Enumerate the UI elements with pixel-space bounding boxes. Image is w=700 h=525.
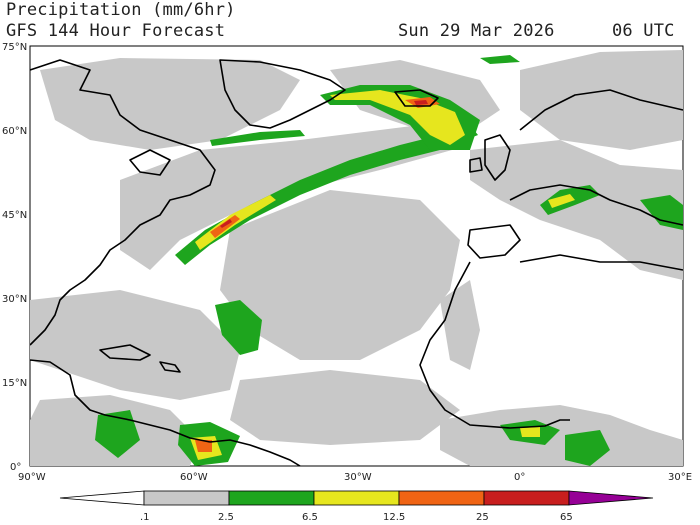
lat-label: 30°N xyxy=(2,294,27,305)
valid-date: Sun 29 Mar 2026 xyxy=(398,21,555,41)
model-run-label: GFS 144 Hour Forecast xyxy=(6,21,226,41)
lat-label: 0° xyxy=(10,462,21,473)
lat-label: 60°N xyxy=(2,126,27,137)
lon-label: 60°W xyxy=(180,472,208,483)
legend-bin-moderate xyxy=(228,490,315,506)
precipitation-field xyxy=(30,50,683,466)
color-legend: .1 2.5 6.5 12.5 25 65 xyxy=(59,490,654,523)
lat-label: 75°N xyxy=(2,42,27,53)
legend-bin-light xyxy=(143,490,230,506)
coastlines xyxy=(29,59,684,467)
chart-title: Precipitation (mm/6hr) xyxy=(6,0,236,20)
legend-label: 12.5 xyxy=(383,512,405,523)
legend-label: 65 xyxy=(560,512,573,523)
lon-label: 90°W xyxy=(18,472,46,483)
legend-label: 2.5 xyxy=(218,512,234,523)
legend-bin-intense xyxy=(483,490,570,506)
legend-arrow-left xyxy=(59,490,145,506)
valid-time: 06 UTC xyxy=(612,21,675,41)
legend-label: 25 xyxy=(476,512,489,523)
lon-label: 0° xyxy=(514,472,525,483)
lat-label: 45°N xyxy=(2,210,27,221)
legend-label: .1 xyxy=(140,512,150,523)
legend-bin-heavy xyxy=(313,490,400,506)
lat-label: 15°N xyxy=(2,378,27,389)
lat-axis: 75°N 60°N 45°N 30°N 15°N 0° xyxy=(2,42,27,473)
legend-label: 6.5 xyxy=(302,512,318,523)
lon-axis: 90°W 60°W 30°W 0° 30°E xyxy=(18,472,692,483)
lon-label: 30°E xyxy=(668,472,692,483)
legend-arrow-right xyxy=(568,490,654,506)
lon-label: 30°W xyxy=(344,472,372,483)
legend-bin-very-heavy xyxy=(398,490,485,506)
